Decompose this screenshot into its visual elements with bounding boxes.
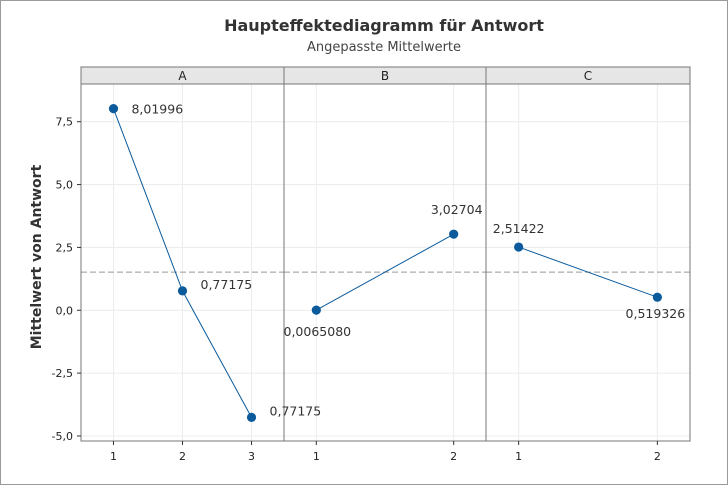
panel-label-b: B [381,69,389,83]
chart-title: Haupteffektediagramm für Antwort [224,16,544,35]
x-tick-label: 1 [110,450,117,463]
panel-label-a: A [178,69,187,83]
y-tick-label: 2,5 [56,241,74,254]
x-tick-label: 2 [179,450,186,463]
grid-layer [81,84,690,441]
y-tick-label: 0,0 [56,304,74,317]
series-layer: 8,01996 0,77175 0,77175 0,0065080 3,02704 2,5… [108,102,686,422]
series-line-c [518,246,658,298]
x-tick-label: 2 [654,450,661,463]
panel-label-c: C [584,69,592,83]
y-tick-label: -2,5 [52,367,73,380]
y-tick-label: -5,0 [52,430,73,443]
panel-layer: A B C [80,66,691,442]
data-point [108,104,119,114]
data-label: 8,01996 [131,102,183,117]
x-tick-label: 2 [450,450,457,463]
data-point [652,292,662,302]
data-label: 0,0065080 [284,324,352,339]
data-point [449,229,459,239]
data-point [514,242,524,252]
y-tick-label: 7,5 [56,116,74,129]
data-label: 3,02704 [431,202,483,217]
y-axis-label: Mittelwert von Antwort [29,164,45,349]
chart-subtitle: Angepasste Mittelwerte [307,40,461,55]
panel-frame-b [283,83,487,442]
data-point [177,286,188,296]
axis-layer: -5,0 -2,5 0,0 2,5 5,0 7,5 1 2 3 1 2 1 2 [52,116,661,463]
series-line-b [316,233,454,311]
data-point [246,412,257,422]
x-tick-label: 1 [313,450,320,463]
data-label: 0,77175 [201,277,253,292]
panel-frame-c [485,83,691,442]
data-point [311,305,321,315]
y-tick-label: 5,0 [56,179,74,192]
data-label: 0,77175 [270,403,322,418]
x-tick-label: 3 [248,450,255,463]
x-tick-label: 1 [515,450,522,463]
data-label: 0,519326 [626,306,686,321]
data-label: 2,51422 [493,221,545,236]
